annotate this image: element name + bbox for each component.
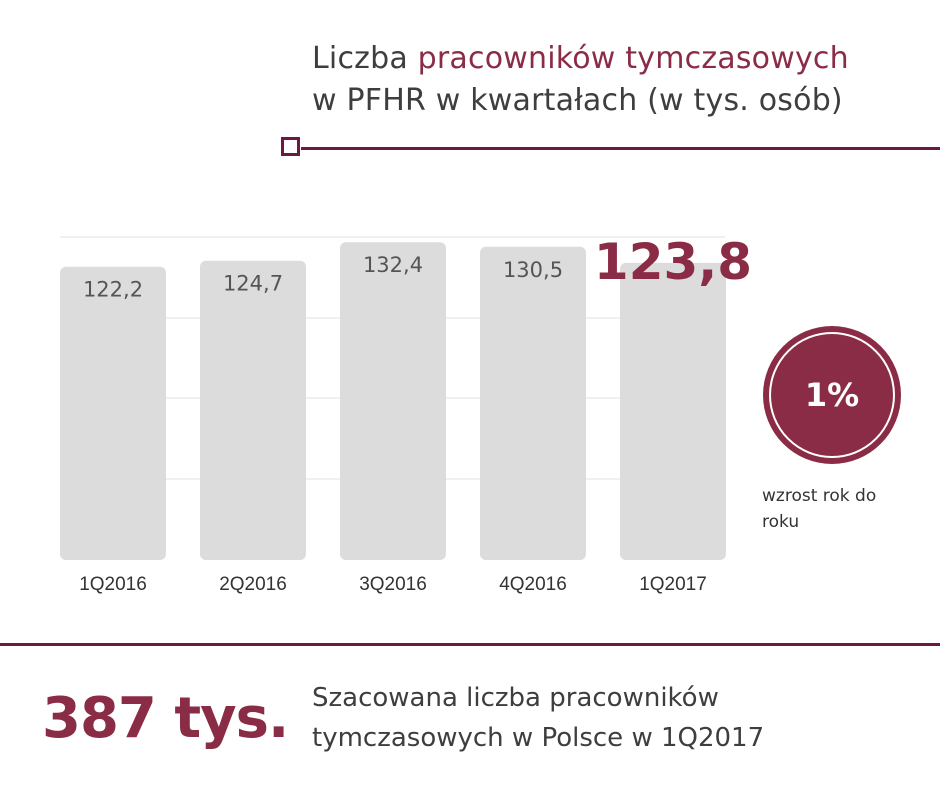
value-label-2Q2016: 124,7 xyxy=(223,272,283,296)
value-label-4Q2016: 130,5 xyxy=(503,258,563,282)
bar-4Q2016 xyxy=(480,246,586,561)
category-label-4Q2016: 4Q2016 xyxy=(499,574,567,595)
title-highlight: pracowników tymczasowych xyxy=(417,41,849,76)
category-label-2Q2016: 2Q2016 xyxy=(219,574,287,595)
bar-3Q2016 xyxy=(340,242,446,561)
category-label-1Q2017: 1Q2017 xyxy=(639,574,707,595)
growth-value: 1% xyxy=(804,376,860,414)
title-part-1: Liczba xyxy=(312,41,418,76)
footer-description: Szacowana liczba pracowników tymczasowyc… xyxy=(312,683,765,753)
bar-chart: 122,2 1Q2016 124,7 2Q2016 132,4 3Q2016 130,5 4Q… xyxy=(60,233,752,595)
bar-1Q2016 xyxy=(60,266,166,560)
value-label-3Q2016: 132,4 xyxy=(363,253,423,277)
chart-title: Liczba pracowników tymczasowych w PFHR w… xyxy=(312,38,932,122)
category-label-1Q2016: 1Q2016 xyxy=(79,574,147,595)
footer-divider xyxy=(0,643,940,646)
value-label-1Q2017: 123,8 xyxy=(594,233,752,291)
bar-2Q2016 xyxy=(200,260,306,560)
title-part-2: w PFHR w kwartałach (w tys. osób) xyxy=(312,83,843,118)
growth-circle-ring xyxy=(769,332,895,458)
growth-circle: 1% xyxy=(763,326,901,464)
growth-label: wzrost rok do roku xyxy=(762,486,877,532)
title-square-marker xyxy=(281,137,300,156)
category-label-3Q2016: 3Q2016 xyxy=(359,574,427,595)
footer-stat: 387 tys. xyxy=(42,686,289,751)
bar-1Q2017 xyxy=(620,262,726,560)
title-divider xyxy=(301,147,940,150)
value-label-1Q2016: 122,2 xyxy=(83,278,143,302)
